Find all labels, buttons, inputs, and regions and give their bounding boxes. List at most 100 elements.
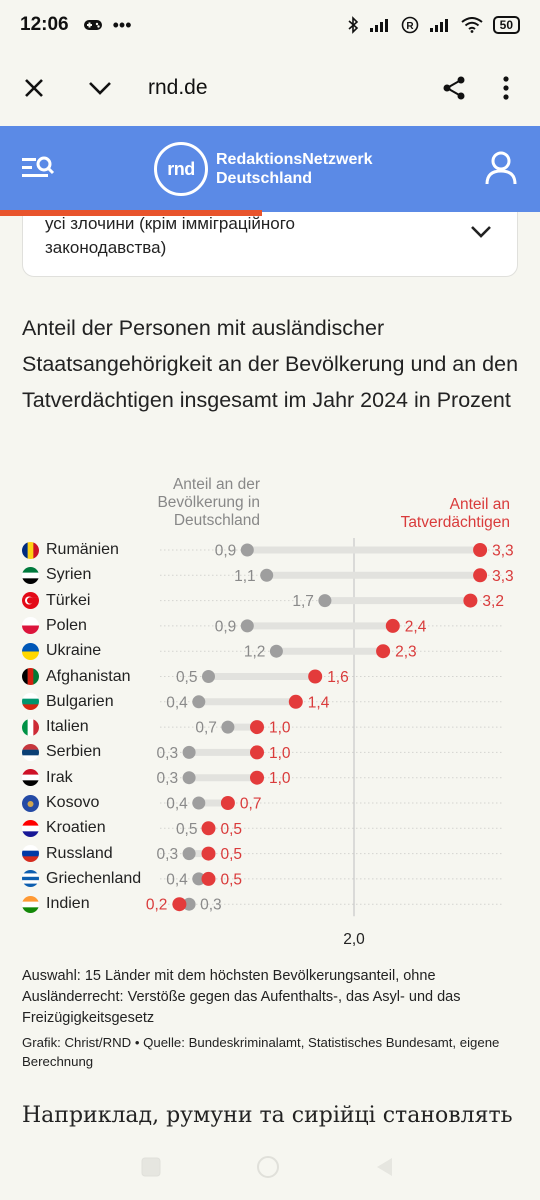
flag-icon — [22, 895, 39, 913]
population-value-label: 0,7 — [195, 720, 217, 737]
user-icon[interactable] — [484, 150, 518, 186]
gamepad-icon — [83, 20, 102, 30]
system-nav-bar — [0, 1132, 540, 1200]
country-label: Griechenland — [22, 869, 141, 889]
suspects-value-label: 3,3 — [492, 568, 514, 585]
wifi-icon — [461, 17, 483, 33]
status-time: 12:06 — [20, 14, 69, 35]
population-value-label: 0,3 — [157, 745, 179, 762]
logo-line-1: RedaktionsNetzwerk — [216, 151, 373, 168]
country-name: Rumänien — [46, 541, 119, 558]
suspects-dot — [201, 871, 216, 886]
suspects-value-label: 0,7 — [240, 796, 262, 813]
country-label: Bulgarien — [22, 692, 114, 712]
country-name: Kroatien — [46, 819, 106, 837]
country-label: Afghanistan — [22, 667, 131, 687]
home-button[interactable] — [255, 1154, 281, 1180]
battery-icon: 50 — [492, 16, 520, 34]
legend-population: Anteil an der Bevölkerung in Deutschland — [157, 476, 260, 529]
flag-icon — [22, 743, 39, 761]
status-left-icons: ••• — [83, 15, 132, 36]
suspects-dot — [288, 694, 303, 709]
flag-icon — [22, 870, 39, 888]
population-dot — [202, 821, 215, 835]
country-label: Syrien — [22, 565, 91, 585]
suspects-value-label: 2,3 — [395, 644, 417, 661]
url-text[interactable]: rnd.de — [148, 76, 208, 99]
flag-icon — [22, 693, 39, 711]
population-dot — [202, 670, 215, 683]
logo-mark: rnd — [154, 142, 208, 196]
chart-footnote: Auswahl: 15 Länder mit dem höchsten Bevö… — [22, 968, 461, 1026]
status-bar: 12:06 ••• R 50 — [0, 0, 540, 50]
country-name: Kosovo — [46, 794, 100, 811]
legend-suspects: Anteil an Tatverdächtigen — [400, 496, 510, 531]
flag-icon — [22, 718, 39, 736]
country-label: Polen — [22, 616, 87, 636]
suspects-value-label: 0,2 — [146, 897, 168, 914]
population-dot — [192, 796, 206, 810]
flag-icon — [22, 819, 39, 837]
population-value-label: 1,2 — [244, 644, 266, 661]
country-label: Irak — [22, 768, 73, 788]
signal-icon-2 — [429, 19, 448, 32]
population-dot — [240, 543, 254, 557]
reading-progress-bar — [0, 210, 262, 216]
population-dot — [221, 720, 235, 734]
population-dot — [182, 847, 196, 861]
country-name: Türkei — [46, 591, 91, 609]
suspects-value-label: 1,0 — [269, 745, 291, 762]
share-button[interactable] — [434, 68, 474, 108]
population-value-label: 0,4 — [166, 796, 188, 813]
population-value-label: 1,1 — [234, 568, 256, 585]
back-button[interactable] — [372, 1154, 398, 1180]
more-notifications-icon: ••• — [112, 14, 132, 35]
chart-credits: Grafik: Christ/RND • Quelle: Bundeskrimi… — [22, 1035, 500, 1069]
chart-title: Anteil der Personen mit ausländischer St… — [22, 316, 519, 412]
flag-icon — [22, 845, 39, 863]
menu-search-icon[interactable] — [20, 150, 56, 186]
signal-icon — [369, 19, 388, 32]
country-name: Griechenland — [46, 869, 142, 887]
country-label: Ukraine — [22, 641, 101, 661]
suspects-value-label: 0,5 — [221, 846, 243, 863]
close-tab-button[interactable] — [14, 68, 54, 108]
language-select-value: усі злочини (крім імміграційного законод… — [45, 214, 295, 257]
suspects-value-label: 1,4 — [308, 694, 330, 711]
suspects-value-label: 1,0 — [269, 720, 291, 737]
population-dot — [182, 771, 196, 785]
suspects-dot — [385, 618, 400, 633]
suspects-dot — [250, 720, 264, 735]
suspects-dot — [250, 745, 264, 760]
reference-line-label: 2,0 — [343, 931, 365, 948]
country-label: Serbien — [22, 742, 101, 762]
suspects-dot — [172, 897, 187, 912]
country-label: Türkei — [22, 591, 90, 611]
status-right-icons: R 50 — [347, 16, 520, 34]
bluetooth-icon — [348, 16, 358, 34]
flag-icon — [22, 794, 39, 812]
population-value-label: 0,9 — [215, 543, 237, 560]
country-name: Indien — [46, 895, 90, 913]
site-logo[interactable]: rnd RedaktionsNetzwerk Deutschland — [154, 142, 373, 196]
overflow-menu-button[interactable] — [486, 68, 526, 108]
flag-icon — [22, 592, 39, 610]
country-label: Rumänien — [22, 540, 119, 560]
population-dot — [318, 594, 332, 608]
country-name: Russland — [46, 844, 113, 862]
suspects-dot — [473, 543, 488, 557]
suspects-dot — [250, 770, 264, 785]
population-value-label: 0,9 — [215, 618, 237, 635]
recent-apps-button[interactable] — [138, 1154, 164, 1180]
suspects-value-label: 1,0 — [269, 770, 291, 787]
country-label: Kosovo — [22, 793, 99, 813]
share-icon — [443, 76, 465, 100]
population-value-label: 0,3 — [200, 897, 222, 914]
population-dot — [192, 695, 206, 709]
suspects-dot — [463, 593, 478, 608]
suspects-dot — [201, 821, 216, 836]
site-header: rnd RedaktionsNetzwerk Deutschland — [0, 126, 540, 212]
country-name: Polen — [46, 616, 87, 634]
expand-toolbar-button[interactable] — [80, 68, 120, 108]
